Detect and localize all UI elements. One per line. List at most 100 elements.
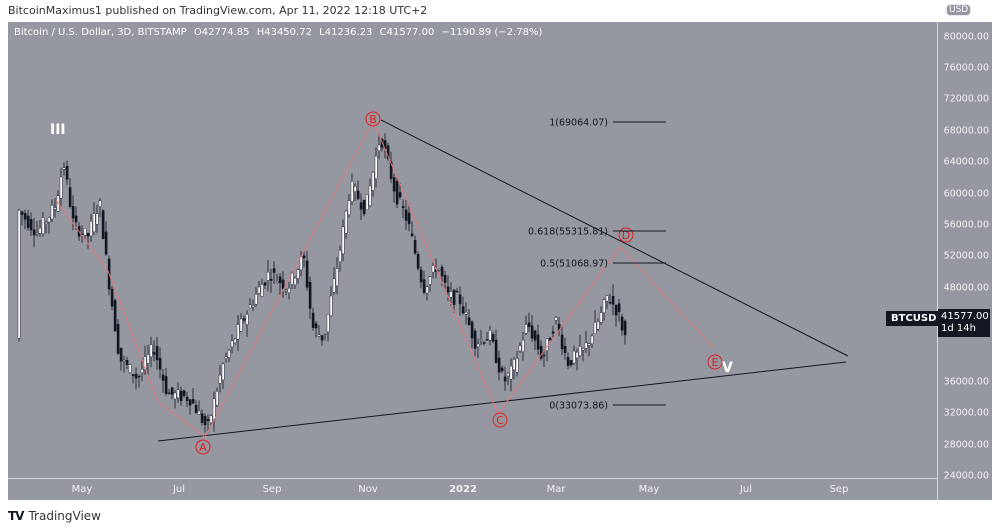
- legend-change: −1190.89 (−2.78%): [441, 27, 543, 38]
- price-tick: 72000.00: [943, 93, 989, 105]
- candle-body: [470, 321, 474, 339]
- elliott-wave-path: [55, 119, 714, 438]
- candle-body: [299, 256, 303, 271]
- candle-body: [530, 325, 534, 339]
- triangle-upper-trendline: [380, 119, 849, 357]
- triangle-lower-trendline: [157, 361, 847, 442]
- candle-body: [251, 305, 255, 308]
- candle-body: [62, 167, 66, 170]
- time-tick: May: [638, 484, 660, 495]
- price-tick: 80000.00: [943, 31, 989, 43]
- chart-frame[interactable]: A B C D E III V 1(69064.07) 0.618(55315.81) 0.5(5…: [8, 22, 992, 500]
- price-tick: 28000.00: [943, 439, 989, 451]
- candle-body: [536, 334, 540, 350]
- candle-body: [203, 416, 207, 426]
- candle-body: [371, 172, 375, 191]
- candle-body: [155, 346, 159, 361]
- candle-body: [485, 339, 489, 341]
- candle-body: [104, 231, 108, 255]
- candle-body: [23, 213, 27, 220]
- tradingview-logo-icon: TV: [8, 509, 25, 523]
- candle-body: [140, 369, 144, 374]
- candle-body: [230, 340, 234, 347]
- candle-body: [245, 314, 249, 325]
- candle-body: [239, 318, 243, 332]
- candle-body: [584, 342, 588, 349]
- candle-body: [305, 260, 309, 288]
- candle-body: [194, 404, 198, 414]
- candle-body: [173, 392, 177, 400]
- candle-body: [158, 358, 162, 370]
- candle-body: [47, 217, 51, 223]
- wave-label-E: E: [712, 356, 719, 369]
- candle-body: [362, 199, 366, 215]
- candle-body: [515, 358, 519, 373]
- fib-level-label: 0.618(55315.81): [528, 227, 608, 238]
- candle-body: [608, 302, 612, 304]
- price-tick: 76000.00: [943, 62, 989, 74]
- candle-body: [95, 213, 99, 225]
- candle-body: [332, 278, 336, 293]
- candle-body: [344, 210, 348, 234]
- candle-body: [389, 161, 393, 180]
- candle-body: [284, 289, 288, 292]
- footer-branding[interactable]: TV TradingView: [8, 509, 101, 523]
- candle-body: [521, 339, 525, 352]
- candle-body: [581, 348, 585, 351]
- candle-body: [506, 373, 510, 377]
- candle-body: [617, 303, 621, 313]
- candle-body: [86, 233, 90, 237]
- candle-body: [218, 374, 222, 384]
- fib-level-label: 0.5(51068.97): [540, 259, 608, 270]
- candle-body: [149, 344, 153, 358]
- candle-body: [461, 306, 465, 314]
- candle-body: [260, 284, 264, 297]
- last-price-tag: 41577.00 1d 14h: [938, 309, 990, 337]
- candle-body: [143, 356, 147, 371]
- candle-body: [377, 144, 381, 151]
- wave-label-circle: [195, 439, 211, 455]
- candle-body: [422, 279, 426, 293]
- candle-body: [188, 399, 192, 406]
- candle-body: [413, 240, 417, 254]
- price-tick: 36000.00: [943, 376, 989, 388]
- candle-body: [410, 233, 414, 236]
- time-tick: Sep: [829, 484, 849, 495]
- candle-body: [272, 268, 276, 273]
- candle-body: [467, 317, 471, 325]
- candle-body: [254, 294, 258, 305]
- legend-symbol: Bitcoin / U.S. Dollar, 3D, BITSTAMP: [14, 27, 187, 38]
- candle-body: [17, 210, 21, 339]
- price-tick: 68000.00: [943, 125, 989, 137]
- wave-label-D: D: [622, 229, 630, 242]
- candle-body: [347, 200, 351, 215]
- candle-body: [59, 176, 63, 199]
- time-tick: May: [71, 484, 93, 495]
- chart-plot-area[interactable]: A B C D E III V 1(69064.07) 0.618(55315.81) 0.5(5…: [8, 22, 937, 478]
- candle-body: [512, 359, 516, 370]
- candle-body: [41, 217, 45, 234]
- candle-body: [500, 367, 504, 372]
- candle-body: [569, 360, 573, 366]
- candle-body: [596, 321, 600, 330]
- candle-body: [458, 294, 462, 305]
- time-tick: Nov: [358, 484, 378, 495]
- time-axis[interactable]: May Jul Sep Nov 2022 Mar May Jul Sep: [8, 478, 937, 501]
- candle-body: [137, 375, 141, 378]
- last-price: 41577.00: [941, 311, 989, 322]
- candle-body: [575, 352, 579, 359]
- currency-badge[interactable]: USD: [946, 4, 972, 16]
- candle-body: [278, 276, 282, 284]
- candle-body: [200, 413, 204, 423]
- candlestick-chart[interactable]: A B C D E III V 1(69064.07) 0.618(55315.81) 0.5(5…: [8, 22, 937, 478]
- candle-body: [440, 266, 444, 277]
- wave-label-circle: [365, 111, 381, 127]
- candle-body: [191, 398, 195, 404]
- candle-body: [563, 346, 567, 353]
- candle-body: [494, 339, 498, 363]
- price-axis[interactable]: 80000.00 76000.00 72000.00 68000.00 64000.00…: [937, 22, 993, 500]
- candle-body: [533, 330, 537, 341]
- candle-body: [476, 343, 480, 347]
- candle-body: [221, 363, 225, 381]
- candle-body: [518, 345, 522, 352]
